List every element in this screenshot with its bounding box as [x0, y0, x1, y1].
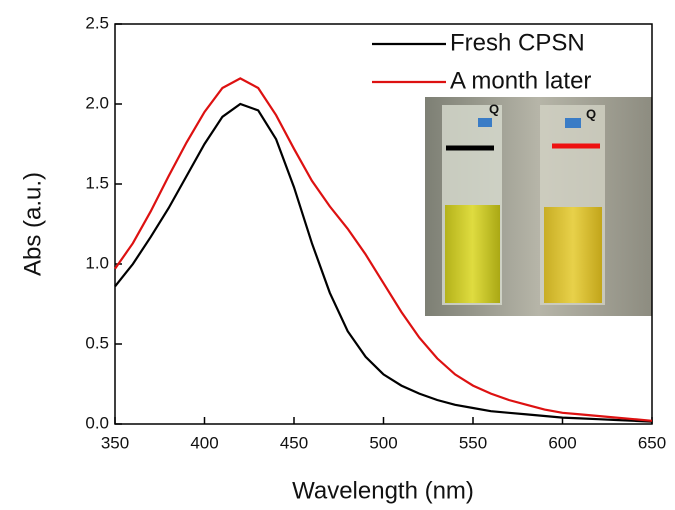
x-tick-label: 500	[369, 433, 397, 452]
y-tick-label: 2.5	[85, 13, 109, 32]
x-axis-label: Wavelength (nm)	[292, 477, 474, 504]
y-tick-label: 0.5	[85, 333, 109, 352]
y-tick-label: 1.0	[85, 253, 109, 272]
legend-label: A month later	[450, 67, 591, 94]
data-line	[114, 102, 653, 423]
x-tick-label: 550	[459, 433, 487, 452]
y-tick-label: 1.5	[85, 173, 109, 192]
x-tick-label: 600	[548, 433, 576, 452]
y-tick-label: 0.0	[85, 413, 109, 432]
legend-label: Fresh CPSN	[450, 29, 585, 56]
photo-label: Q	[586, 106, 596, 121]
x-tick-label: 650	[638, 433, 666, 452]
x-tick-label: 400	[190, 433, 218, 452]
x-tick-label: 350	[101, 433, 129, 452]
inset-photo	[425, 97, 652, 316]
x-tick-label: 450	[280, 433, 308, 452]
photo-label: Q	[489, 101, 499, 116]
data-line	[114, 77, 653, 422]
y-tick-label: 2.0	[85, 93, 109, 112]
y-axis-label: Abs (a.u.)	[19, 172, 46, 276]
